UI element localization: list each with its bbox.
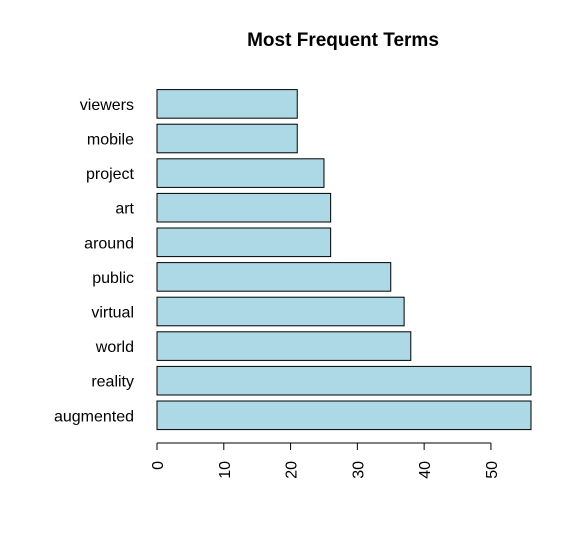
category-label-reality: reality xyxy=(91,374,134,391)
x-tick-label-50: 50 xyxy=(484,461,501,479)
bars-group xyxy=(156,89,532,431)
bar-around xyxy=(156,227,332,258)
x-tick-label-30: 30 xyxy=(350,461,367,479)
category-label-augmented: augmented xyxy=(54,408,134,425)
chart-title: Most Frequent Terms xyxy=(247,30,439,51)
bar-project xyxy=(156,158,325,188)
x-axis: 0 10 20 30 40 50 xyxy=(150,442,501,479)
x-tick-label-20: 20 xyxy=(284,461,301,479)
bar-augmented xyxy=(156,400,532,431)
category-label-mobile: mobile xyxy=(87,132,134,149)
bar-virtual xyxy=(156,296,405,327)
category-label-art: art xyxy=(115,201,134,218)
category-labels: augmented reality world virtual public around… xyxy=(54,97,135,425)
x-tick-label-0: 0 xyxy=(150,461,167,470)
bar-world xyxy=(156,331,412,361)
x-tick-label-40: 40 xyxy=(417,461,434,479)
category-label-world: world xyxy=(95,339,134,356)
category-label-viewers: viewers xyxy=(80,97,134,114)
bar-public xyxy=(156,262,392,292)
category-label-virtual: virtual xyxy=(91,305,134,322)
bar-art xyxy=(156,192,332,223)
bar-reality xyxy=(156,365,532,396)
category-label-public: public xyxy=(92,270,134,287)
category-label-project: project xyxy=(86,166,135,183)
bar-mobile xyxy=(156,123,298,154)
x-tick-label-10: 10 xyxy=(217,461,234,479)
category-label-around: around xyxy=(84,235,134,252)
bar-viewers xyxy=(156,89,298,119)
